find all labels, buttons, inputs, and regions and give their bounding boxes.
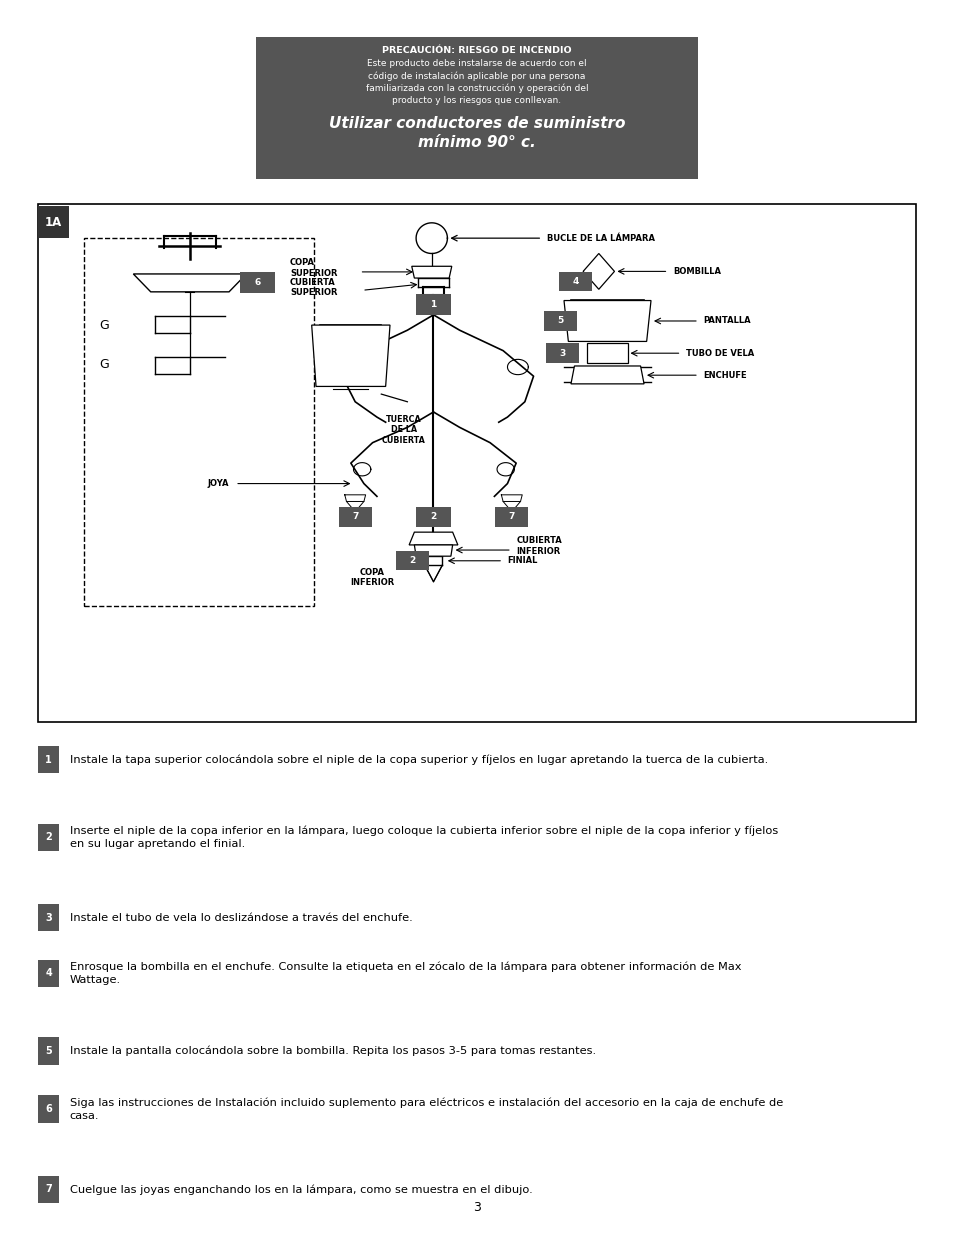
Polygon shape xyxy=(344,495,365,501)
Text: Inserte el niple de la copa inferior en la lámpara, luego coloque la cubierta in: Inserte el niple de la copa inferior en … xyxy=(70,825,777,850)
Polygon shape xyxy=(312,325,390,387)
Text: ENCHUFE: ENCHUFE xyxy=(702,370,746,379)
FancyBboxPatch shape xyxy=(416,294,451,315)
Polygon shape xyxy=(412,267,452,278)
Text: 6: 6 xyxy=(45,1104,52,1114)
Polygon shape xyxy=(133,274,246,291)
FancyBboxPatch shape xyxy=(38,824,59,851)
Text: 2: 2 xyxy=(409,556,416,566)
FancyBboxPatch shape xyxy=(38,960,59,987)
Text: Instale la tapa superior colocándola sobre el niple de la copa superior y fíjelo: Instale la tapa superior colocándola sob… xyxy=(70,755,767,764)
Text: 2: 2 xyxy=(45,832,52,842)
FancyBboxPatch shape xyxy=(38,1037,59,1065)
Text: Instale la pantalla colocándola sobre la bombilla. Repita los pasos 3-5 para tom: Instale la pantalla colocándola sobre la… xyxy=(70,1046,595,1056)
FancyBboxPatch shape xyxy=(38,904,59,931)
Text: TUERCA
DE LA
CUBIERTA: TUERCA DE LA CUBIERTA xyxy=(381,415,425,445)
Text: 4: 4 xyxy=(45,968,52,978)
FancyBboxPatch shape xyxy=(240,273,274,293)
Polygon shape xyxy=(582,253,614,289)
Text: Instale el tubo de vela lo deslizándose a través del enchufe.: Instale el tubo de vela lo deslizándose … xyxy=(70,913,412,923)
Text: 2: 2 xyxy=(430,513,436,521)
Text: BUCLE DE LA LÁMPARA: BUCLE DE LA LÁMPARA xyxy=(546,233,654,242)
Polygon shape xyxy=(570,366,643,384)
Text: FINIAL: FINIAL xyxy=(507,556,537,566)
FancyBboxPatch shape xyxy=(38,1095,59,1123)
FancyBboxPatch shape xyxy=(558,272,591,291)
Text: Este producto debe instalarse de acuerdo con el
código de instalación aplicable : Este producto debe instalarse de acuerdo… xyxy=(365,59,588,105)
FancyBboxPatch shape xyxy=(495,508,528,526)
Text: COPA
INFERIOR: COPA INFERIOR xyxy=(350,568,395,588)
FancyBboxPatch shape xyxy=(416,506,451,527)
Text: JOYA: JOYA xyxy=(208,479,229,488)
Text: CUBIERTA
SUPERIOR: CUBIERTA SUPERIOR xyxy=(290,278,337,298)
Polygon shape xyxy=(414,545,452,556)
FancyBboxPatch shape xyxy=(255,37,698,179)
Text: 7: 7 xyxy=(352,513,358,521)
Text: BOMBILLA: BOMBILLA xyxy=(672,267,720,275)
Text: G: G xyxy=(100,358,110,372)
FancyBboxPatch shape xyxy=(543,311,577,331)
Text: 5: 5 xyxy=(557,316,563,326)
Polygon shape xyxy=(563,300,650,341)
Text: 7: 7 xyxy=(45,1184,52,1194)
Polygon shape xyxy=(587,343,627,363)
Text: PRECAUCIÓN: RIESGO DE INCENDIO: PRECAUCIÓN: RIESGO DE INCENDIO xyxy=(382,46,571,54)
Text: G: G xyxy=(100,319,110,331)
Text: COPA
SUPERIOR: COPA SUPERIOR xyxy=(290,258,337,278)
Text: 3: 3 xyxy=(558,348,565,358)
FancyBboxPatch shape xyxy=(38,1176,59,1203)
Text: 3: 3 xyxy=(473,1202,480,1214)
Text: 7: 7 xyxy=(508,513,515,521)
Text: CUBIERTA
INFERIOR: CUBIERTA INFERIOR xyxy=(516,536,561,556)
Polygon shape xyxy=(409,532,457,545)
FancyBboxPatch shape xyxy=(395,551,429,571)
FancyBboxPatch shape xyxy=(338,508,372,526)
Text: Enrosque la bombilla en el enchufe. Consulte la etiqueta en el zócalo de la lámp: Enrosque la bombilla en el enchufe. Cons… xyxy=(70,961,740,986)
FancyBboxPatch shape xyxy=(38,206,69,238)
Text: PANTALLA: PANTALLA xyxy=(702,316,750,326)
Text: Utilizar conductores de suministro
mínimo 90° c.: Utilizar conductores de suministro mínim… xyxy=(329,116,624,149)
Text: Cuelgue las joyas enganchando los en la lámpara, como se muestra en el dibujo.: Cuelgue las joyas enganchando los en la … xyxy=(70,1184,532,1194)
Text: Siga las instrucciones de Instalación incluido suplemento para eléctricos e inst: Siga las instrucciones de Instalación in… xyxy=(70,1097,782,1121)
Text: 1A: 1A xyxy=(45,216,62,228)
FancyBboxPatch shape xyxy=(545,343,578,363)
Text: 3: 3 xyxy=(45,913,52,923)
Polygon shape xyxy=(501,495,521,501)
Text: 4: 4 xyxy=(572,277,578,287)
FancyBboxPatch shape xyxy=(38,746,59,773)
Text: 5: 5 xyxy=(45,1046,52,1056)
Text: 1: 1 xyxy=(430,300,436,309)
Text: TUBO DE VELA: TUBO DE VELA xyxy=(685,348,753,358)
Bar xyxy=(38,204,915,722)
Text: 1: 1 xyxy=(45,755,52,764)
Text: 6: 6 xyxy=(254,278,260,288)
